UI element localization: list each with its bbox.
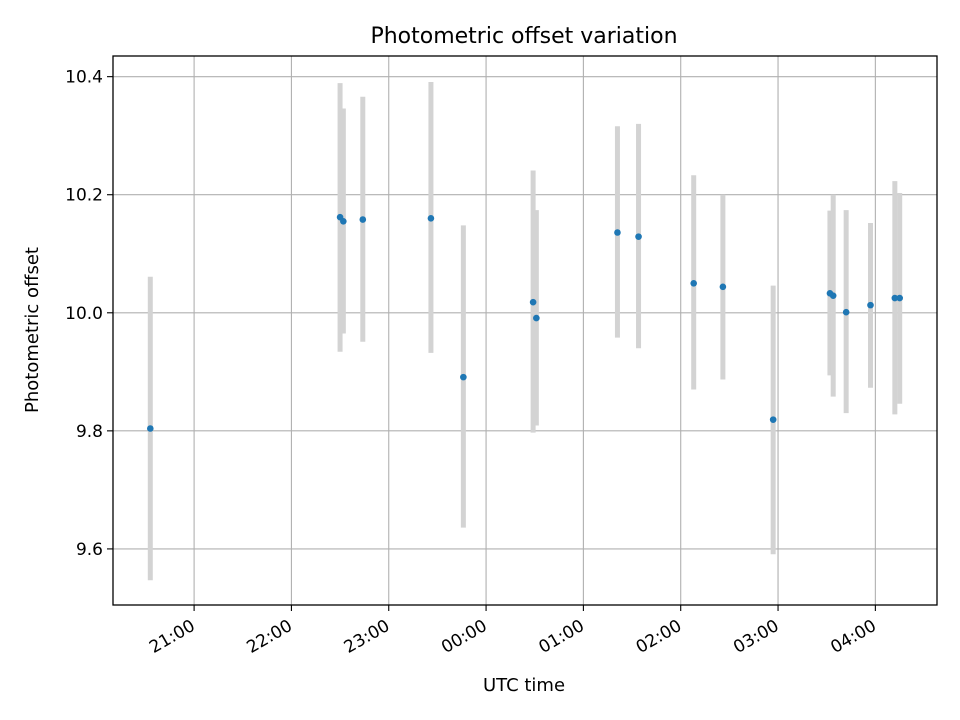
- data-point: [460, 373, 467, 381]
- data-point: [533, 314, 540, 322]
- data-point: [690, 279, 697, 287]
- y-tick-label: 9.8: [76, 422, 103, 442]
- data-point: [359, 216, 367, 223]
- data-point: [147, 425, 154, 432]
- data-point: [529, 298, 537, 306]
- data-point: [719, 283, 727, 291]
- y-tick-label: 9.6: [76, 540, 103, 560]
- data-points: [147, 213, 903, 432]
- data-point: [427, 215, 435, 222]
- chart-title: Photometric offset variation: [370, 24, 677, 49]
- y-tick-label: 10.2: [65, 186, 103, 206]
- y-tick-label: 10.0: [65, 304, 103, 324]
- y-axis-label: Photometric offset: [22, 247, 43, 413]
- y-tick-label: 10.4: [65, 68, 103, 88]
- data-point: [340, 217, 347, 225]
- data-point: [896, 294, 903, 302]
- data-point: [769, 416, 777, 423]
- grid-lines: [113, 56, 937, 605]
- x-axis-label: UTC time: [483, 675, 565, 696]
- data-point: [867, 301, 874, 309]
- data-point: [842, 308, 850, 316]
- data-point: [614, 229, 621, 236]
- data-point: [829, 292, 837, 299]
- data-point: [891, 294, 899, 302]
- data-point: [635, 233, 642, 240]
- plot-frame: [112, 55, 938, 606]
